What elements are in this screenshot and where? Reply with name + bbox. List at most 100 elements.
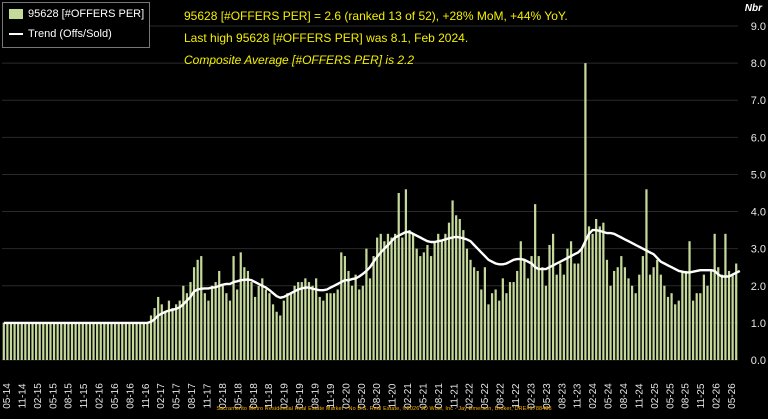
bar — [709, 270, 713, 360]
bar — [322, 300, 325, 360]
x-tick-label: 08-21 — [434, 383, 445, 409]
x-tick-label: 02-19 — [280, 383, 291, 409]
bar — [347, 270, 350, 360]
bar — [332, 293, 336, 360]
x-tick-label: 05-20 — [357, 383, 368, 409]
bar — [516, 270, 519, 360]
legend-line-swatch — [9, 33, 23, 35]
footer-credit: Sacramento Metro Residential Real Estate… — [216, 406, 552, 412]
bar — [724, 233, 727, 360]
bar-series — [2, 63, 738, 360]
bar — [253, 296, 257, 360]
bar — [735, 263, 738, 360]
bar — [559, 263, 562, 360]
legend-label-trend: Trend (Offs/Sold) — [28, 28, 112, 40]
x-tick-label: 11-17 — [203, 383, 214, 408]
x-tick-label: 08-18 — [249, 383, 260, 409]
bar — [210, 285, 214, 360]
y-tick-label: 7.0 — [751, 95, 766, 107]
bar — [684, 270, 688, 360]
bar — [429, 256, 433, 360]
bar — [397, 193, 400, 360]
bar — [394, 233, 397, 360]
bar — [329, 293, 332, 360]
bar — [311, 285, 314, 360]
bar — [85, 322, 88, 360]
bar — [121, 322, 124, 360]
x-tick-label: 11-18 — [264, 383, 275, 408]
bar — [386, 233, 390, 360]
bar — [422, 252, 425, 360]
bar — [167, 300, 171, 360]
bar — [250, 282, 253, 360]
bar — [149, 315, 153, 360]
bar — [146, 322, 149, 360]
x-tick-label: 05-24 — [604, 383, 615, 409]
bar — [368, 278, 372, 360]
bar — [688, 241, 691, 360]
bar — [544, 285, 548, 360]
bar — [390, 237, 393, 360]
x-tick-label: 11-16 — [141, 383, 152, 408]
x-tick-label: 05-14 — [2, 383, 13, 409]
bar — [139, 322, 142, 360]
bar — [325, 293, 329, 360]
bar — [318, 296, 321, 360]
bar — [674, 304, 677, 360]
bar — [31, 322, 34, 360]
x-tick-label: 02-23 — [526, 383, 537, 409]
bar — [261, 278, 264, 360]
x-axis-ticks: 05-14 11-14 02-15 05-15 08-15 11-15 02-16 05-16… — [2, 383, 738, 409]
bar — [487, 304, 490, 360]
bar — [717, 267, 720, 360]
x-tick-label: 11-19 — [326, 383, 337, 408]
bar — [221, 285, 224, 360]
bar — [645, 189, 648, 360]
bar — [293, 285, 296, 360]
bar — [455, 215, 458, 360]
trend-series — [3, 228, 741, 325]
bar — [534, 204, 537, 360]
bar — [512, 282, 515, 360]
bar — [239, 252, 242, 360]
bar — [6, 322, 9, 360]
bar — [106, 322, 110, 360]
bar — [656, 259, 659, 360]
bar — [246, 270, 250, 360]
bar — [264, 289, 267, 360]
bar — [401, 237, 404, 360]
bar — [411, 233, 415, 360]
x-tick-label: 05-26 — [727, 383, 738, 409]
bar — [480, 289, 483, 360]
x-tick-label: 02-22 — [465, 383, 476, 409]
bar — [228, 300, 232, 360]
bar — [713, 233, 716, 360]
bar — [257, 285, 260, 360]
bar — [505, 293, 508, 360]
bar — [354, 274, 357, 360]
bar — [70, 322, 74, 360]
bar — [706, 285, 709, 360]
bar — [203, 293, 206, 360]
bar — [365, 248, 368, 360]
y-tick-label: 5.0 — [751, 169, 766, 181]
bar — [52, 322, 56, 360]
x-tick-label: 11-25 — [696, 383, 707, 408]
x-tick-label: 02-18 — [218, 383, 229, 409]
annotation-last-high: Last high 95628 [#OFFERS PER] was 8.1, F… — [184, 31, 469, 45]
bar — [271, 304, 275, 360]
y-tick-label: 3.0 — [751, 244, 766, 256]
y-tick-label: 1.0 — [751, 318, 766, 330]
bar — [519, 241, 522, 360]
x-tick-label: 02-15 — [33, 383, 44, 409]
y-axis-ticks: 0.0 1.0 2.0 3.0 4.0 5.0 6.0 7.0 8.0 9.0 — [751, 21, 766, 367]
bar — [49, 322, 52, 360]
bar — [731, 274, 734, 360]
bar — [677, 300, 680, 360]
bar — [648, 274, 652, 360]
bar — [630, 285, 634, 360]
bar — [315, 278, 318, 360]
bar — [124, 322, 127, 360]
bar — [569, 241, 573, 360]
